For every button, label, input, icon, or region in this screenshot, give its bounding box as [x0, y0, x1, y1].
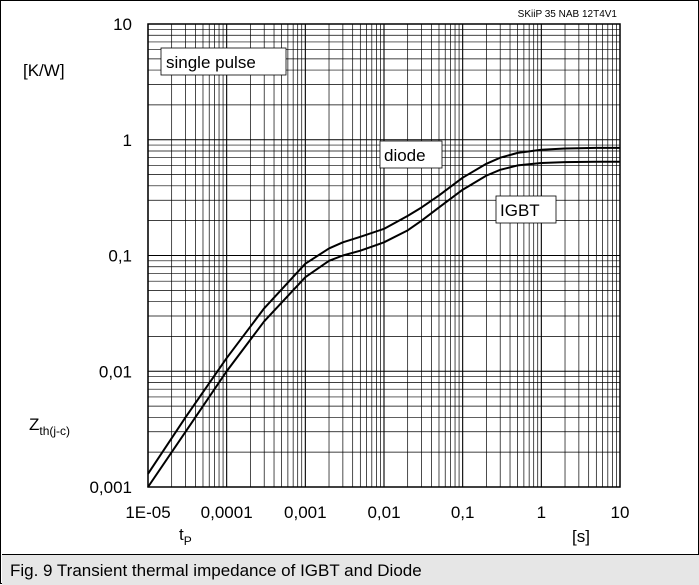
x-tick-label: 0,01 — [367, 503, 400, 522]
x-tick-label: 1E-05 — [125, 503, 170, 522]
y-tick-label: 10 — [113, 15, 132, 34]
y-tick-label: 0,1 — [108, 247, 132, 266]
part-number: SKiiP 35 NAB 12T4V1 — [518, 9, 618, 20]
x-tick-label: 0,001 — [284, 503, 327, 522]
y-axis-unit: [K/W] — [23, 61, 65, 80]
annotation-single-pulse: single pulse — [166, 53, 256, 72]
y-axis-symbol-subscript: th(j-c) — [39, 424, 70, 438]
y-tick-label: 1 — [123, 131, 132, 150]
x-tick-label: 1 — [537, 503, 546, 522]
series-label-igbt: IGBT — [500, 201, 540, 220]
x-tick-label: 10 — [611, 503, 630, 522]
series-label-diode: diode — [384, 146, 426, 165]
x-tick-label: 0,1 — [451, 503, 475, 522]
x-axis-unit: [s] — [572, 527, 590, 546]
x-axis-symbol-subscript: P — [184, 534, 192, 548]
x-tick-label: 0,0001 — [201, 503, 253, 522]
thermal-impedance-chart: 1E-05 0,0001 0,001 0,01 0,1 1 10 0,001 0,01 0,1 1 1… — [1, 1, 698, 553]
y-tick-label: 0,001 — [89, 478, 132, 497]
caption-bar: Fig. 9 Transient thermal impedance of IG… — [2, 554, 699, 585]
figure-caption: Fig. 9 Transient thermal impedance of IG… — [10, 561, 422, 581]
x-axis-symbol: tP — [179, 525, 192, 548]
y-tick-label: 0,01 — [99, 362, 132, 381]
y-axis-symbol: Zth(j-c) — [29, 415, 70, 438]
